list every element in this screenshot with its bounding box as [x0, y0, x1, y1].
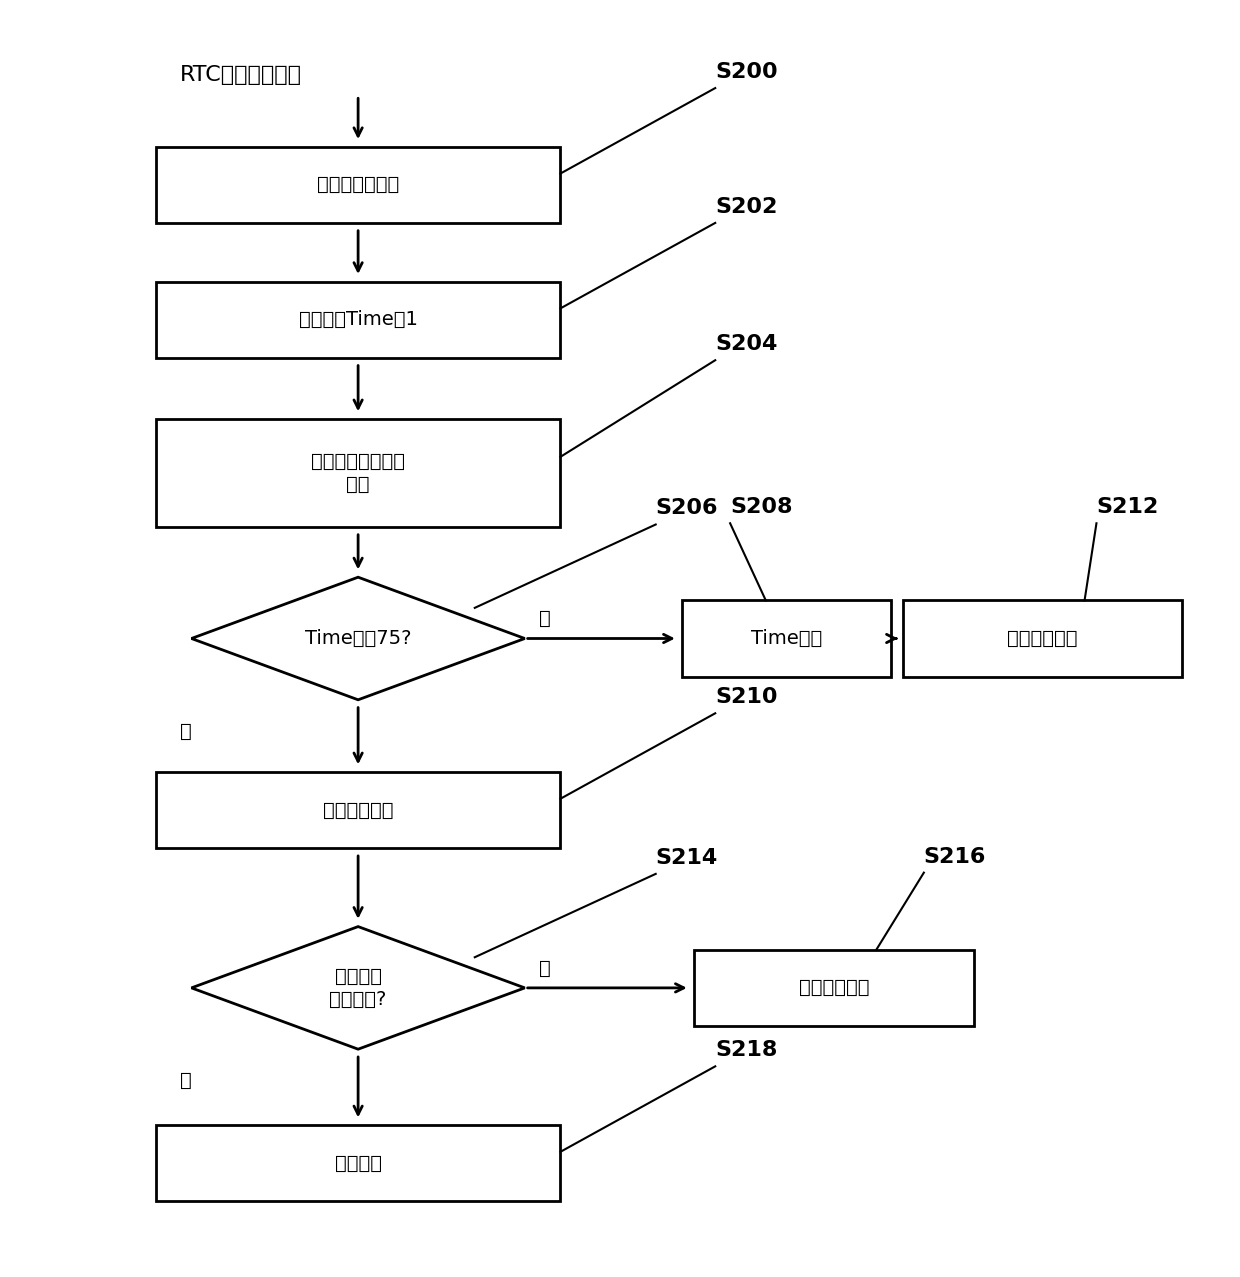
Bar	[156, 419, 560, 527]
Text: 电压小于
电压阀值?: 电压小于 电压阀值?	[330, 967, 387, 1009]
Bar	[694, 950, 975, 1025]
Text: S216: S216	[924, 847, 986, 867]
Text: 读取检测单元检测
信号: 读取检测单元检测 信号	[311, 452, 405, 494]
Bar	[156, 147, 560, 223]
Text: Time大乶75?: Time大乶75?	[305, 630, 412, 647]
Bar	[156, 282, 560, 358]
Bar	[903, 600, 1183, 677]
Text: RTC定时中断入口: RTC定时中断入口	[180, 65, 301, 84]
Polygon shape	[191, 927, 525, 1050]
Text: S204: S204	[715, 335, 777, 354]
Text: S202: S202	[715, 197, 777, 217]
Text: S214: S214	[656, 848, 718, 868]
Text: 执行数据发送: 执行数据发送	[799, 978, 869, 997]
Bar	[682, 600, 890, 677]
Text: 否: 否	[180, 722, 191, 741]
Text: S218: S218	[715, 1041, 777, 1060]
Text: S206: S206	[656, 498, 718, 518]
Text: 否: 否	[180, 1071, 191, 1091]
Text: 跳出中断: 跳出中断	[335, 1153, 382, 1172]
Text: S200: S200	[715, 61, 777, 82]
Text: S212: S212	[1096, 497, 1158, 517]
Bar	[156, 1125, 560, 1202]
Text: 是: 是	[539, 959, 551, 978]
Text: 是: 是	[539, 609, 551, 628]
Text: S208: S208	[730, 497, 792, 517]
Text: 执行数据发送: 执行数据发送	[1007, 630, 1078, 647]
Text: S210: S210	[715, 687, 777, 707]
Text: 计时变量Time加1: 计时变量Time加1	[299, 310, 418, 329]
Polygon shape	[191, 577, 525, 700]
Text: 读取电池电压: 读取电池电压	[322, 801, 393, 820]
Text: Time清零: Time清零	[751, 630, 822, 647]
Bar	[156, 773, 560, 848]
Text: 清除中断标志位: 清除中断标志位	[317, 175, 399, 194]
